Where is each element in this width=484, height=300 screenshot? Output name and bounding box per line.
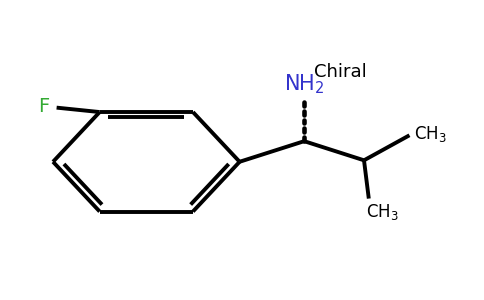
Text: CH$_3$: CH$_3$ (414, 124, 447, 144)
Text: NH$_2$: NH$_2$ (284, 72, 324, 95)
Text: CH$_3$: CH$_3$ (366, 202, 399, 221)
Text: F: F (38, 97, 49, 116)
Text: Chiral: Chiral (314, 63, 366, 81)
